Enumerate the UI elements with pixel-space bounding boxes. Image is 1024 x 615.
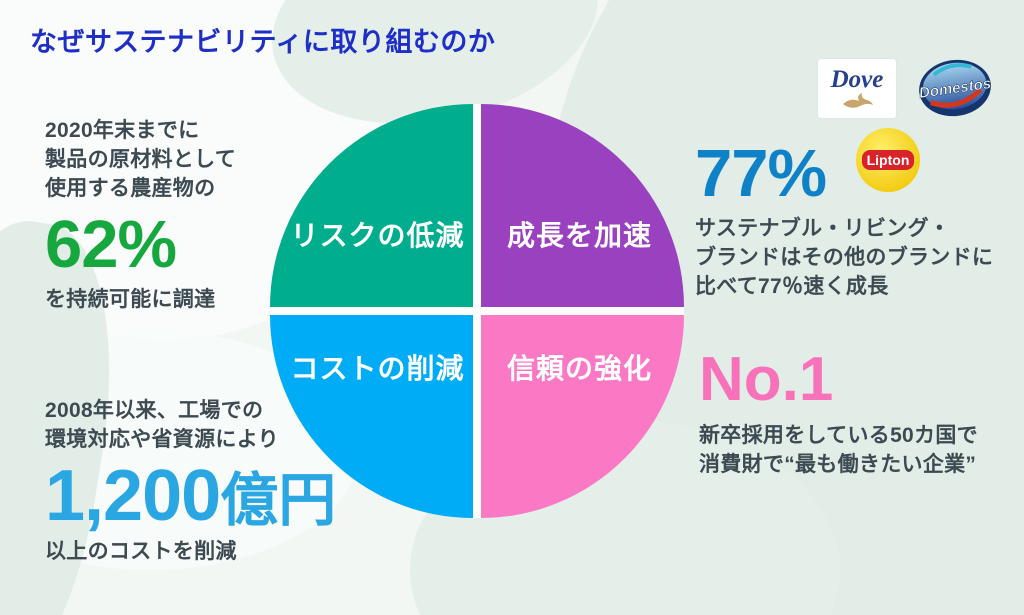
sourcing-caption: を持続可能に調達 — [45, 288, 216, 312]
cost-value-unit: 億円 — [220, 468, 337, 533]
pie-segment-label: リスクの低減 — [290, 219, 465, 251]
lipton-badge-icon: Lipton — [856, 128, 920, 192]
growth-value: 77% — [695, 136, 827, 211]
domestos-logo: Domestos — [916, 55, 994, 121]
pie-segment-strengthen-trust: 信頼の強化 — [481, 315, 684, 518]
pie-segment-label: 信頼の強化 — [506, 353, 652, 385]
sourcing-value: 62% — [45, 207, 177, 282]
dove-bird-icon — [843, 93, 873, 108]
cost-intro-text: 2008年以来、工場での 環境対応や省資源により — [45, 399, 279, 451]
page-title: なぜサステナビリティに取り組むのか — [30, 27, 496, 57]
cost-caption: 以上のコストを削減 — [45, 540, 237, 564]
pie-segment-label: 成長を加速 — [506, 219, 652, 251]
employer-caption: 新卒採用をしている50カ国で 消費財で“最も働きたい企業” — [699, 424, 978, 477]
cost-value-number: 1,200 — [45, 456, 221, 536]
stat-sustainable-sourcing: 2020年末までに 製品の原材料として 使用する農産物の 62% を持続可能に調… — [45, 116, 315, 314]
lipton-wordmark: Lipton — [867, 152, 910, 168]
stat-cost-reduction: 2008年以来、工場での 環境対応や省資源により 1,200億円 以上のコストを… — [45, 396, 375, 566]
cost-value: 1,200億円 — [45, 459, 375, 533]
pie-segment-label: コストの削減 — [290, 353, 465, 385]
dove-wordmark: Dove — [830, 66, 884, 93]
quadrant-pie-chart: リスクの低減 成長を加速 コストの削減 信頼の強化 — [270, 104, 684, 518]
dove-logo: Dove — [818, 59, 896, 118]
stat-brand-growth: 77% サステナブル・リビング・ ブランドはその他のブランドに 比べて77％速く… — [695, 136, 1015, 301]
stat-top-employer: No.1 新卒採用をしている50カ国で 消費財で“最も働きたい企業” — [699, 348, 1019, 479]
pie-segment-risk-reduction: リスクの低減 — [270, 104, 473, 307]
growth-caption: サステナブル・リビング・ ブランドはその他のブランドに 比べて77％速く成長 — [695, 217, 994, 299]
lipton-logo: Lipton — [855, 127, 921, 193]
pie-gap-horizontal — [270, 307, 684, 315]
domestos-badge-icon: Domestos — [918, 59, 992, 117]
employer-value: No.1 — [699, 345, 834, 414]
pie-segment-cost-reduction: コストの削減 — [270, 315, 473, 518]
sourcing-intro-text: 2020年末までに 製品の原材料として 使用する農産物の — [45, 119, 237, 200]
pie-segment-accelerate-growth: 成長を加速 — [481, 104, 684, 307]
